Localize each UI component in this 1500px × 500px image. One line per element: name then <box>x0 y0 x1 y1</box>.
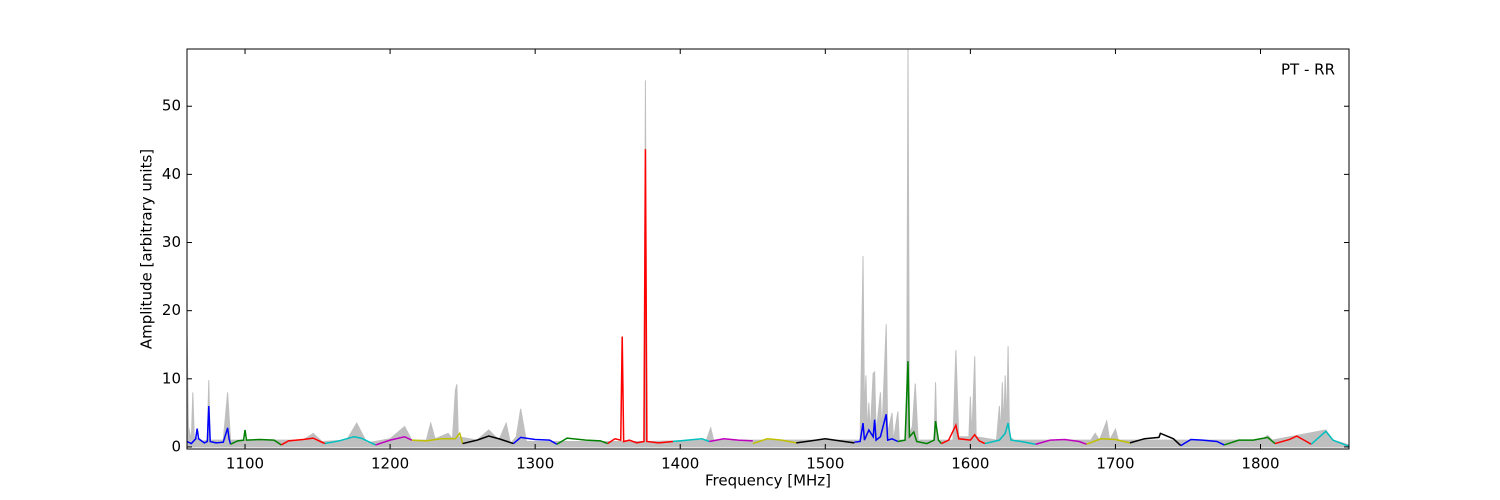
y-tick-label: 50 <box>162 97 181 115</box>
x-tick-label: 1200 <box>371 455 409 473</box>
annotation: PT - RR <box>1281 61 1335 79</box>
y-axis-label: Amplitude [arbitrary units] <box>138 149 156 349</box>
spectrum-line <box>411 431 464 444</box>
spectrum-area <box>187 49 1349 448</box>
spectrum-line <box>1274 435 1312 445</box>
spectrum-line <box>1224 436 1276 446</box>
spectrum-line <box>672 438 710 443</box>
spectrum-line <box>375 435 413 446</box>
spectrum-line <box>1310 430 1349 447</box>
spectrum-line <box>984 422 1036 445</box>
spectrum-line <box>512 436 558 445</box>
spectrum-line <box>1129 432 1182 447</box>
y-tick-label: 10 <box>162 369 181 387</box>
spectrum-line <box>709 438 753 443</box>
y-tick-label: 20 <box>162 301 181 319</box>
spectrum-line <box>187 406 232 445</box>
x-tick-label: 1800 <box>1241 455 1279 473</box>
y-tick-label: 0 <box>171 437 181 455</box>
spectrum-line <box>796 438 855 444</box>
spectrum-line <box>1035 438 1087 445</box>
spectrum-line <box>607 149 674 445</box>
spectrum-line <box>280 437 326 446</box>
spectrum-line <box>941 422 986 445</box>
spectrum-line <box>1180 438 1225 447</box>
y-tick-label: 40 <box>162 165 181 183</box>
y-tick-label: 30 <box>162 233 181 251</box>
spectrum-line <box>462 435 514 445</box>
x-tick-label: 1600 <box>951 455 989 473</box>
x-tick-label: 1400 <box>661 455 699 473</box>
spectrum-line <box>324 435 376 446</box>
spectrum-line <box>230 429 282 446</box>
spectrum-line <box>556 437 608 445</box>
x-tick-label: 1300 <box>516 455 554 473</box>
axes-frame <box>186 48 1350 450</box>
spectrum-line <box>897 361 942 445</box>
x-axis-label: Frequency [MHz] <box>705 472 831 490</box>
x-tick-label: 1100 <box>226 455 264 473</box>
x-tick-label: 1700 <box>1096 455 1134 473</box>
x-tick-label: 1500 <box>806 455 844 473</box>
spectrum-line <box>1086 438 1131 445</box>
spectrum-line <box>752 438 797 445</box>
plot-area <box>187 49 1349 448</box>
spectrum-line <box>854 414 899 443</box>
